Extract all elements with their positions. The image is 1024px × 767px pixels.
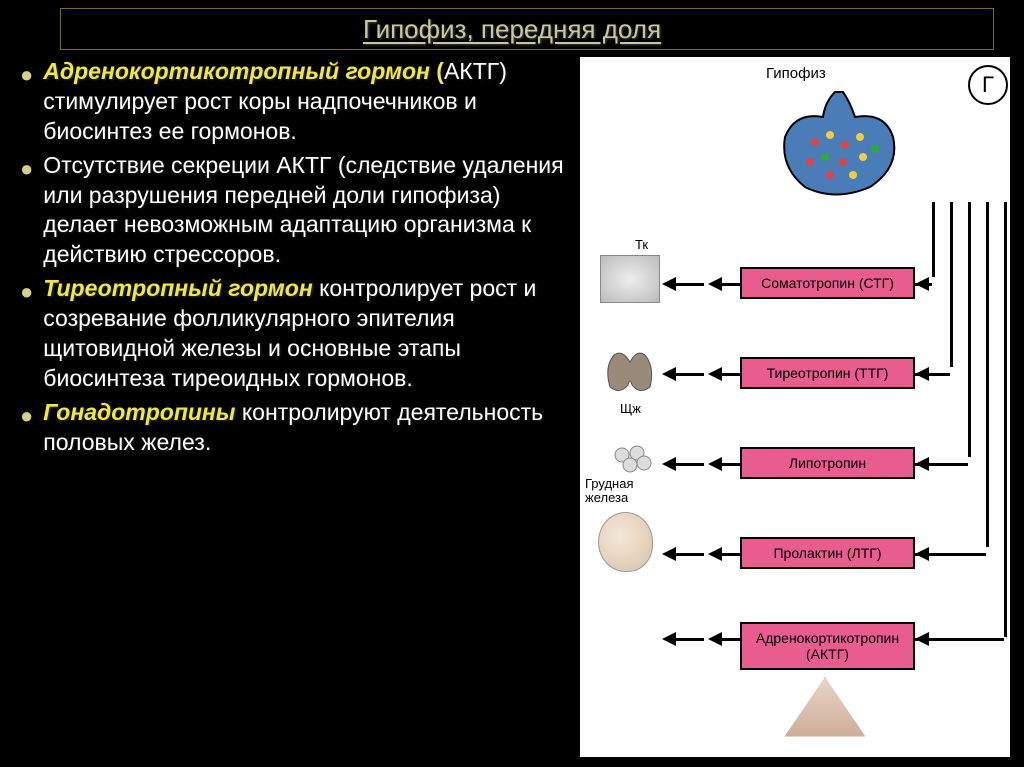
body-text: Отсутствие секреции АКТГ (следствие удал… [43, 152, 563, 268]
arrow-stem [720, 283, 740, 286]
arrow-stem [674, 638, 704, 641]
arrow-stem [720, 373, 740, 376]
paren: ( [436, 58, 444, 84]
bullet-item: ● Адренокортикотропный гормон (АКТГ) сти… [20, 57, 570, 147]
tk-label: Тк [635, 237, 648, 252]
vline [1004, 202, 1007, 637]
arrow-stem [674, 283, 704, 286]
arrow-stem [720, 463, 740, 466]
arrow-left-icon [915, 547, 929, 561]
term-ttg: Тиреотропный гормон [43, 275, 319, 301]
bullet-dot-icon: ● [20, 402, 33, 458]
hormone-box: Тиреотропин (ТТГ) [740, 357, 915, 389]
bullet-text: Адренокортикотропный гормон (АКТГ) стиму… [43, 57, 570, 147]
hormone-box: Липотропин [740, 447, 915, 479]
arrow-left-icon [915, 457, 929, 471]
cells-icon [612, 445, 652, 475]
bullet-text: Тиреотропный гормон контролирует рост и … [43, 274, 570, 394]
thyroid-icon [602, 347, 657, 395]
adrenal-icon [780, 677, 870, 747]
breast-label: Грудная железа [585, 477, 645, 506]
text-column: ● Адренокортикотропный гормон (АКТГ) сти… [20, 57, 580, 757]
bullet-dot-icon: ● [20, 278, 33, 394]
arrow-left-icon [915, 277, 929, 291]
term-gonado: Гонадотропины [43, 399, 242, 425]
term-aktg: Адренокортикотропный гормон [43, 58, 436, 84]
bullet-dot-icon: ● [20, 61, 33, 147]
hormone-box: Адренокортикотропин (АКТГ) [740, 622, 915, 670]
arrow-stem [720, 638, 740, 641]
pituitary-icon [775, 87, 905, 202]
pituitary-label: Гипофиз [766, 65, 826, 82]
bullet-text: Гонадотропины контролируют деятельность … [43, 398, 570, 458]
vline [986, 202, 989, 547]
bullet-dot-icon: ● [20, 155, 33, 271]
arrow-stem [674, 553, 704, 556]
arrow-stem [674, 373, 704, 376]
title-border [60, 8, 994, 50]
hormone-box: Пролактин (ЛТГ) [740, 537, 915, 569]
hormone-box: Соматотропин (СТГ) [740, 267, 915, 299]
gamma-circle: Г [968, 65, 1008, 105]
content-row: ● Адренокортикотропный гормон (АКТГ) сти… [0, 53, 1024, 757]
arrow-left-icon [915, 632, 929, 646]
bullet-item: ● Отсутствие секреции АКТГ (следствие уд… [20, 151, 570, 271]
vline [968, 202, 971, 457]
breast-icon [598, 512, 653, 572]
tissue-tk-icon [600, 255, 660, 303]
bullet-item: ● Тиреотропный гормон контролирует рост … [20, 274, 570, 394]
bullet-text: Отсутствие секреции АКТГ (следствие удал… [43, 151, 570, 271]
diagram-column: Гипофиз Г Соматотропин (СТГ) Тиреотропин … [580, 57, 1010, 757]
vline [932, 202, 935, 277]
arrow-stem [674, 463, 704, 466]
thyroid-label: Щж [620, 401, 641, 416]
bullet-item: ● Гонадотропины контролируют деятельност… [20, 398, 570, 458]
arrow-left-icon [915, 367, 929, 381]
vline [950, 202, 953, 367]
arrow-stem [720, 553, 740, 556]
